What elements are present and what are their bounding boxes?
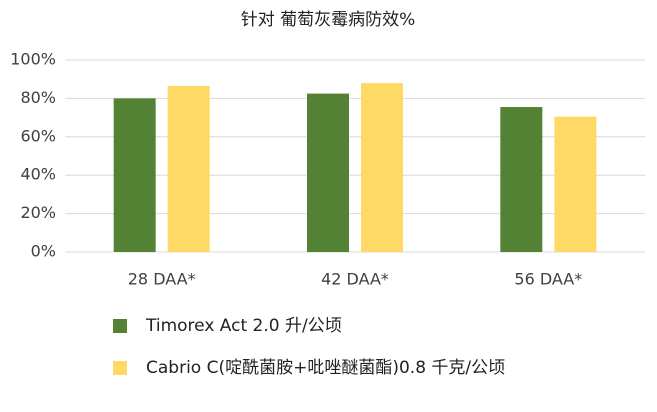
y-tick-label: 60% [20, 126, 56, 145]
bar [500, 107, 543, 252]
y-tick-label: 100% [10, 50, 56, 69]
legend-label: Cabrio C(啶酰菌胺+吡唑醚菌酯)0.8 千克/公顷 [146, 358, 505, 378]
bar [361, 83, 403, 252]
bar [307, 93, 349, 252]
y-tick-label: 20% [20, 203, 56, 222]
y-tick-label: 80% [20, 88, 56, 107]
x-tick-label: 28 DAA* [128, 270, 196, 289]
legend-swatch [113, 319, 127, 333]
legend-label: Timorex Act 2.0 升/公顷 [145, 316, 342, 336]
chart-title: 针对 葡萄灰霉病防效% [241, 10, 416, 30]
bar [167, 85, 210, 252]
x-tick-label: 42 DAA* [321, 270, 389, 289]
bar [113, 98, 156, 253]
bar [554, 116, 597, 252]
legend-swatch [113, 361, 127, 375]
x-tick-label: 56 DAA* [514, 270, 582, 289]
y-tick-label: 40% [20, 165, 56, 184]
y-tick-label: 0% [31, 242, 56, 261]
